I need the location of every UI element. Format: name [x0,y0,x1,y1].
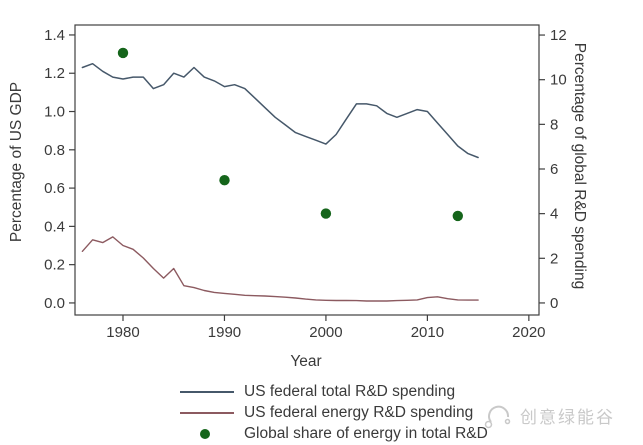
x-axis-label: Year [290,353,322,370]
x-tick-label: 1990 [208,324,241,341]
y-left-tick-label: 0.0 [44,295,65,312]
series-line [81,236,479,302]
y-right-tick-label: 0 [550,295,558,312]
y-right-tick-label: 8 [550,116,558,133]
series-dot [320,208,332,219]
series-dot [117,47,129,59]
watermark: 创意绿能谷 [483,401,615,429]
x-tick-label: 2010 [411,324,444,341]
y-left-tick-label: 0.6 [44,180,65,197]
legend-line-swatch-energy [180,412,234,414]
legend-item-energy-rd: US federal energy R&D spending [180,404,474,421]
y-right-tick-label: 4 [550,206,558,223]
y-left-tick-label: 0.8 [44,142,65,159]
y-left-tick-label: 0.2 [44,257,65,274]
series-line [81,62,479,159]
x-tick-label: 1980 [106,324,139,341]
legend-dot-swatch-global-share [200,429,210,439]
y-right-tick-label: 6 [550,161,558,178]
watermark-text: 创意绿能谷 [520,407,615,427]
y-left-tick-label: 1.4 [44,27,65,44]
y-left-tick-label: 1.0 [44,104,65,121]
legend-item-global-share: Global share of energy in total R&D [180,425,488,442]
legend-label-global-share: Global share of energy in total R&D [244,425,488,442]
y-right-tick-label: 2 [550,250,558,267]
series-dot [452,210,463,222]
y-axis-label-left: Percentage of US GDP [8,81,25,243]
y-right-tick-label: 10 [550,72,567,89]
legend-line-swatch-total [180,391,234,393]
swirl-logo-icon [484,405,511,429]
y-right-tick-label: 12 [550,27,567,44]
x-tick-label: 2000 [309,324,342,341]
legend-label-total: US federal total R&D spending [244,383,456,400]
legend-item-total-rd: US federal total R&D spending [180,383,456,400]
series-dot [219,175,230,186]
legend-label-energy: US federal energy R&D spending [244,404,474,421]
y-axis-label-right: Percentage of global R&D spending [571,42,588,290]
y-left-tick-label: 1.2 [44,65,65,82]
y-left-tick-label: 0.4 [44,218,65,235]
plot-frame [74,24,540,316]
x-tick-label: 2020 [512,324,545,341]
